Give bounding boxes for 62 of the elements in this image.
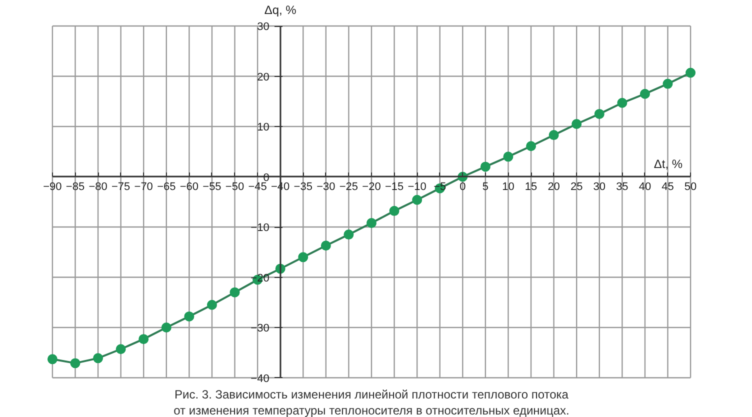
x-tick-label: −30 bbox=[316, 180, 336, 193]
point bbox=[47, 354, 58, 364]
x-tick-label: −75 bbox=[111, 180, 130, 193]
text: Рис. 3. Зависимость изменения линейной плотности теплового потока bbox=[174, 388, 569, 402]
x-tick-label: −60 bbox=[180, 180, 199, 193]
text: от изменения температуры теплоносителя в относительных единицах. bbox=[174, 404, 570, 417]
point bbox=[298, 252, 308, 262]
point bbox=[93, 353, 104, 364]
point bbox=[686, 68, 696, 78]
x-tick-label: −25 bbox=[339, 180, 358, 193]
point bbox=[230, 287, 240, 298]
point bbox=[594, 108, 604, 119]
x-tick-label: 50 bbox=[684, 180, 697, 193]
point bbox=[572, 119, 582, 129]
x-tick-label: 0 bbox=[460, 180, 466, 193]
x-tick-label: −20 bbox=[362, 180, 381, 193]
x-tick-label: −55 bbox=[202, 180, 222, 193]
x-tick-label: 35 bbox=[616, 180, 628, 193]
x-tick-label: −10 bbox=[408, 180, 426, 193]
y-tick-label: −40 bbox=[250, 372, 270, 385]
point bbox=[184, 311, 194, 322]
point bbox=[320, 240, 331, 251]
point bbox=[206, 300, 217, 310]
y-tick-label: 30 bbox=[257, 21, 270, 34]
x-tick-label: −80 bbox=[88, 180, 108, 193]
x-tick-label: 10 bbox=[502, 180, 514, 193]
x-tick-label: 45 bbox=[662, 180, 674, 193]
x-tick-label: 30 bbox=[593, 180, 606, 193]
x-tick-label: −35 bbox=[294, 180, 312, 193]
y-tick-label: 10 bbox=[257, 122, 270, 134]
point bbox=[640, 88, 650, 99]
point bbox=[480, 162, 490, 172]
x-tick-label: −85 bbox=[66, 180, 85, 193]
point bbox=[70, 358, 80, 368]
x-tick-label: 40 bbox=[638, 180, 652, 193]
x-tick-label: 5 bbox=[482, 180, 489, 193]
x-tick-label: −45 bbox=[248, 180, 267, 193]
x-tick-label: 15 bbox=[524, 180, 538, 193]
y-axis-title: Δq, % bbox=[264, 3, 297, 18]
point bbox=[617, 98, 628, 108]
x-tick-label: 25 bbox=[570, 180, 583, 193]
point bbox=[662, 78, 673, 89]
point bbox=[526, 141, 536, 152]
point bbox=[412, 194, 422, 205]
y-tick-label: −10 bbox=[250, 222, 270, 234]
point bbox=[389, 206, 400, 216]
y-tick-label: 20 bbox=[257, 71, 270, 84]
x-tick-label: −70 bbox=[134, 180, 153, 193]
x-tick-label: −90 bbox=[43, 180, 62, 193]
y-tick-label: −30 bbox=[250, 322, 270, 335]
point bbox=[161, 322, 172, 333]
point bbox=[138, 334, 149, 344]
x-tick-label: −65 bbox=[157, 180, 176, 193]
x-tick-label: −15 bbox=[384, 180, 404, 193]
point bbox=[116, 344, 126, 354]
x-tick-label: 20 bbox=[548, 180, 560, 193]
point bbox=[366, 218, 376, 228]
point bbox=[503, 152, 514, 162]
x-axis-title: Δt, % bbox=[654, 156, 683, 171]
x-tick-label: −50 bbox=[225, 180, 244, 193]
point bbox=[344, 230, 354, 240]
point bbox=[548, 130, 559, 140]
